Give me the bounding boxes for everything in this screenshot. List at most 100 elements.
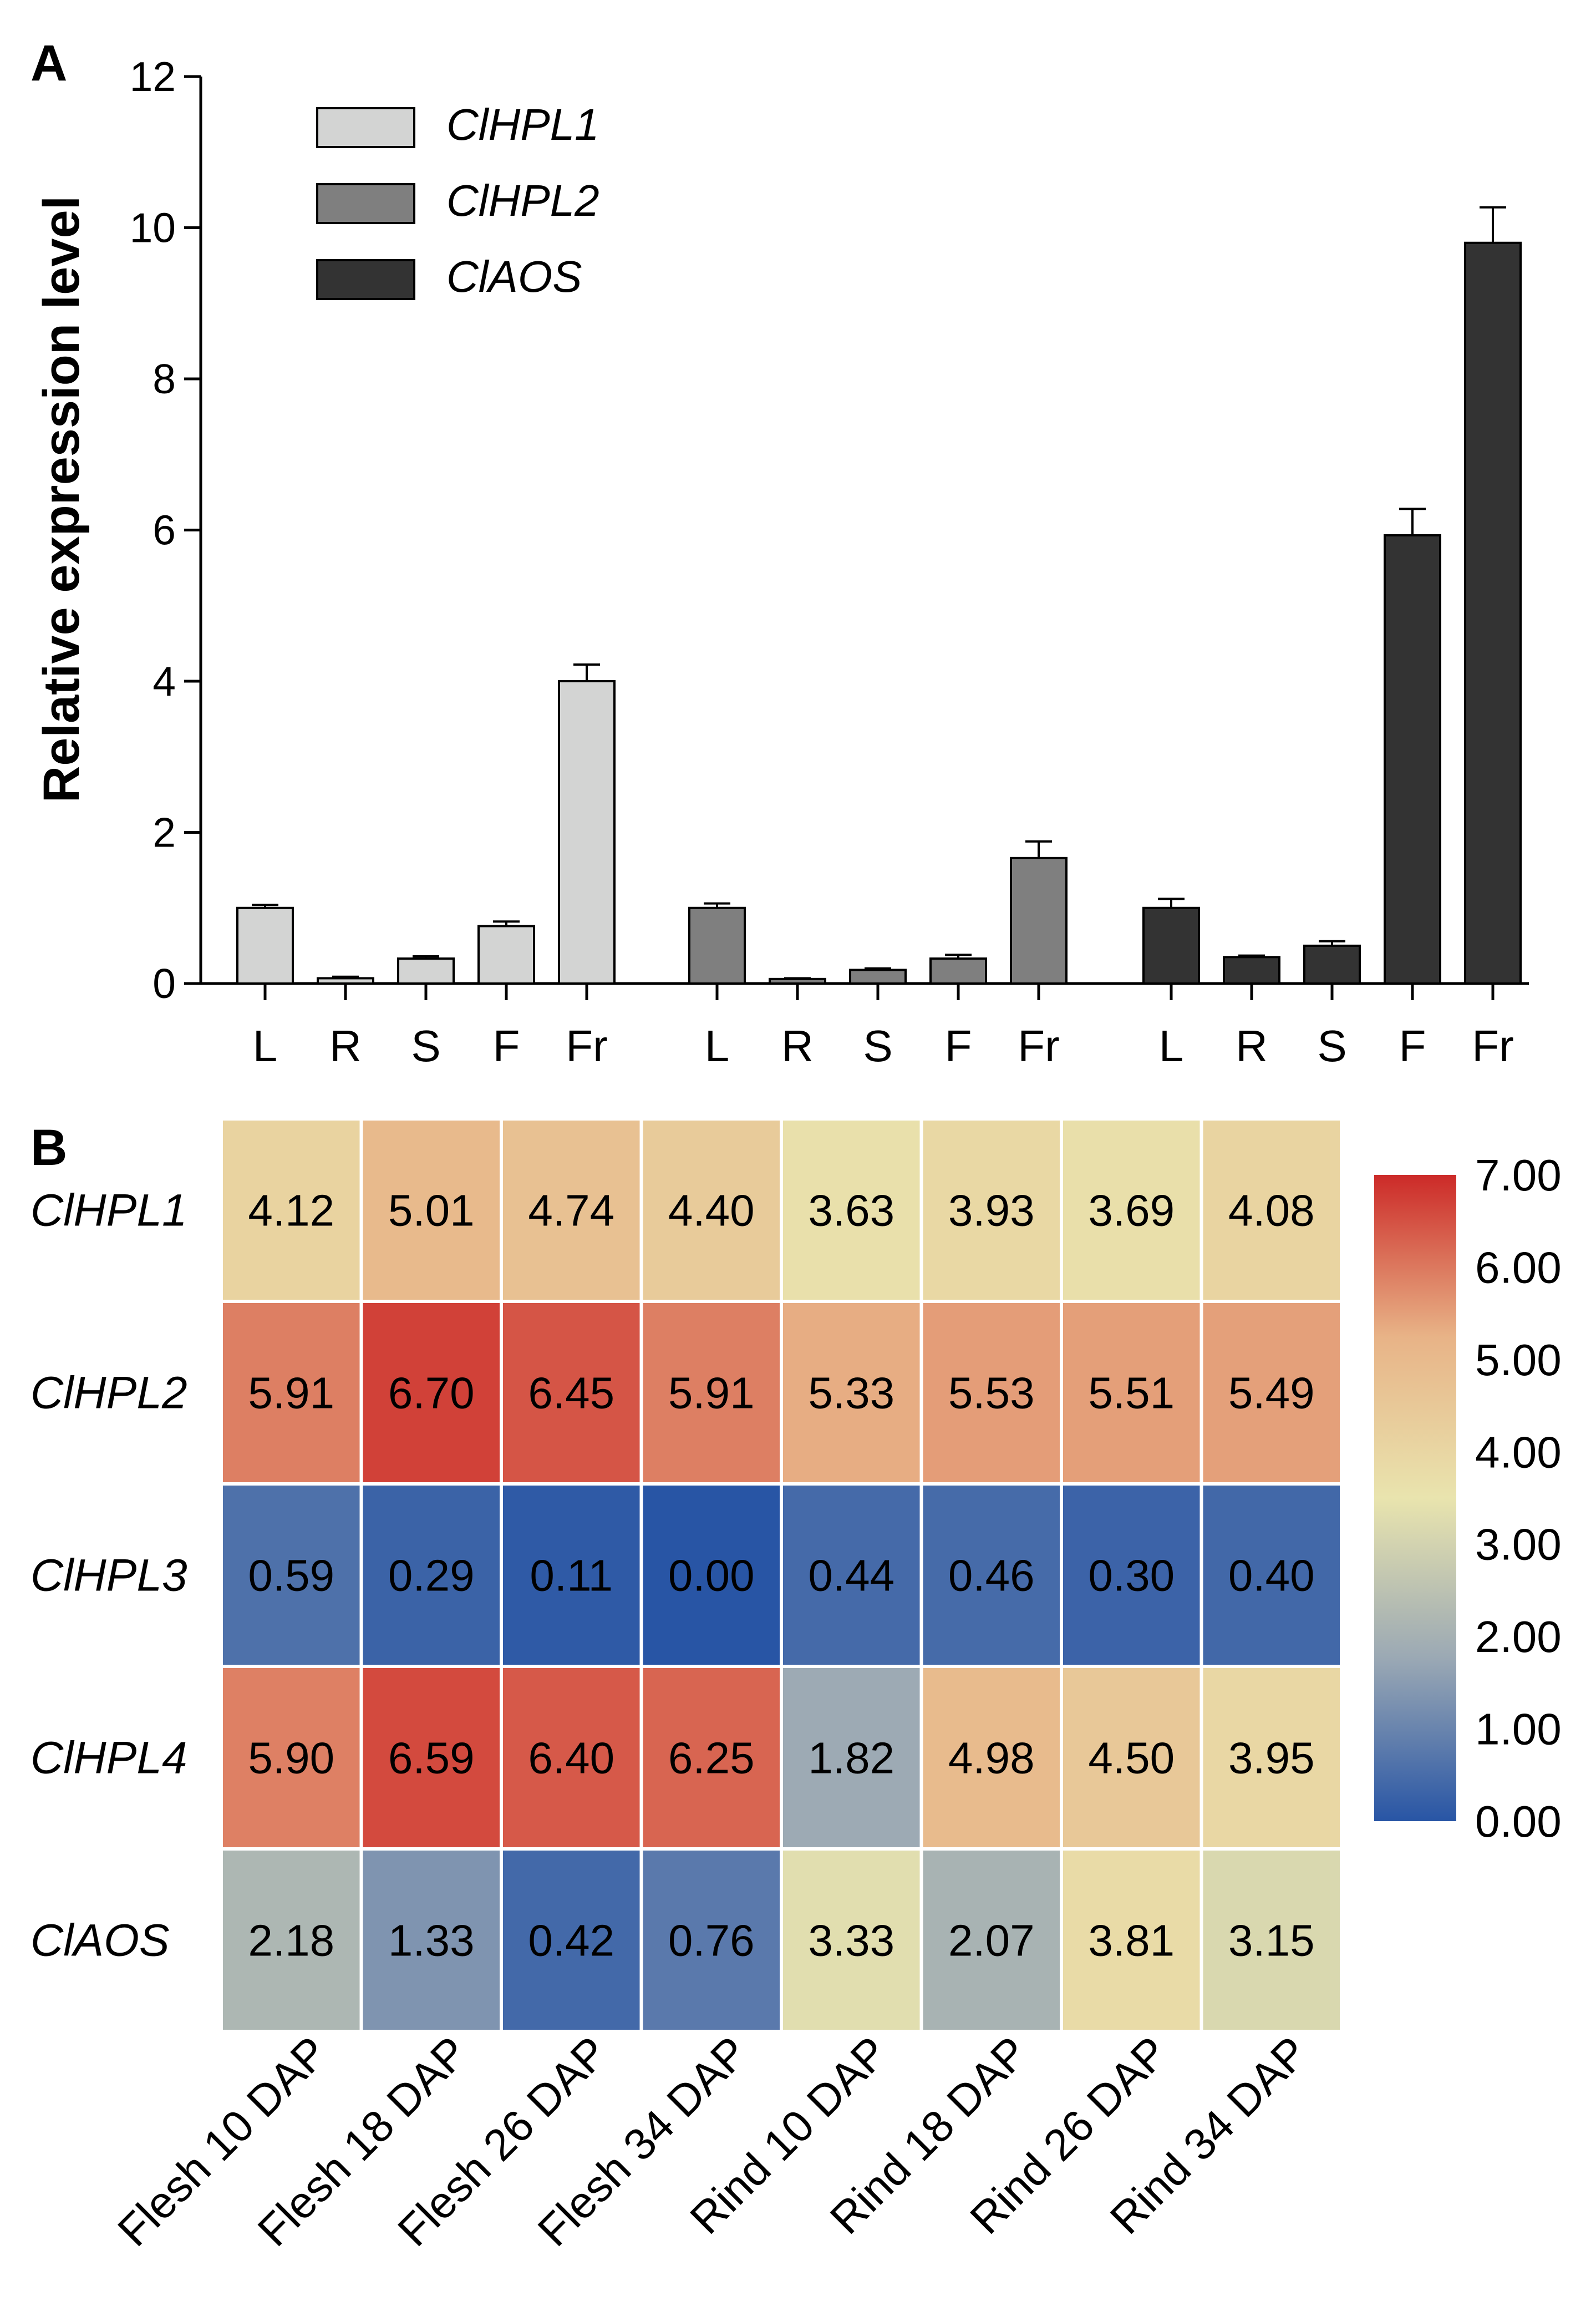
- bar-group: [236, 206, 1522, 985]
- heatmap-value: 6.70: [388, 1369, 475, 1418]
- legend-swatch-claos: [316, 259, 415, 300]
- x-tick-label: Fr: [566, 1021, 608, 1071]
- bar-claos-l: [1142, 906, 1200, 985]
- legend: ClHPL1 ClHPL2 ClAOS: [316, 100, 599, 301]
- heatmap-value: 0.11: [530, 1551, 613, 1600]
- heatmap-cell-claos-rind-34-dap: [1199, 1847, 1343, 2033]
- colorbar-tick-label: 6.00: [1475, 1243, 1562, 1292]
- heatmap-value: 3.33: [808, 1916, 894, 1965]
- heatmap-value: 5.91: [668, 1369, 755, 1418]
- heatmap-value: 2.18: [248, 1916, 334, 1965]
- heatmap-grid: 4.12 5.01 4.74 4.40 3.63 3.93 3.69 4.08 5.91 6.70…: [220, 1117, 1343, 2033]
- heatmap-value: 0.00: [668, 1551, 755, 1600]
- heatmap-panel: B 4.12 5.01 4.74 4.40 3.63 3.93 3.69 4.08 5.91 6.…: [31, 1117, 1562, 2256]
- colorbar: 7.00 6.00 5.00 4.00 3.00 2.00 1.00 0.00: [1374, 1150, 1562, 1846]
- y-axis-label: Relative expression level: [33, 196, 90, 803]
- heatmap-value: 2.07: [948, 1916, 1035, 1965]
- bar-clhpl1-f: [477, 925, 535, 985]
- colorbar-gradient: [1374, 1175, 1456, 1821]
- heatmap-cell-clhpl3-flesh-26-dap: [500, 1482, 643, 1668]
- legend-label-claos: ClAOS: [446, 252, 582, 301]
- bar-clhpl1-l: [236, 906, 294, 985]
- bar-clhpl1-r: [317, 977, 374, 985]
- heatmap-cell-clhpl1-rind-34-dap: [1199, 1117, 1343, 1303]
- panel-b-label: B: [31, 1119, 67, 1176]
- heatmap-value: 6.59: [388, 1734, 475, 1783]
- bar-clhpl2-l: [688, 906, 746, 985]
- heatmap-cell-claos-rind-18-dap: [919, 1847, 1063, 2033]
- heatmap-cell-clhpl3-rind-34-dap: [1199, 1482, 1343, 1668]
- heatmap-cell-clhpl1-flesh-26-dap: [500, 1117, 643, 1303]
- y-tick-label: 8: [153, 356, 176, 402]
- y-tick-label: 2: [153, 809, 176, 856]
- y-tick-label: 10: [130, 205, 176, 251]
- heatmap-cell-clhpl3-rind-26-dap: [1060, 1482, 1203, 1668]
- bar-chart-panel: A Relative expression level 0 2 4 6 8 10 12 L R…: [31, 35, 1529, 1071]
- heatmap-cell-clhpl4-rind-34-dap: [1199, 1665, 1343, 1851]
- heatmap-value: 4.74: [528, 1186, 614, 1235]
- heatmap-cell-clhpl4-flesh-34-dap: [639, 1665, 783, 1851]
- bar-clhpl2-s: [849, 969, 907, 985]
- bar-claos-f: [1384, 534, 1441, 985]
- legend-swatch-clhpl1: [316, 107, 415, 148]
- heatmap-cell-clhpl1-flesh-18-dap: [359, 1117, 503, 1303]
- heatmap-value: 0.30: [1088, 1551, 1175, 1600]
- legend-label-clhpl1: ClHPL1: [446, 100, 599, 149]
- heatmap-value: 5.90: [248, 1734, 334, 1783]
- x-tick-label: S: [1317, 1021, 1346, 1071]
- colorbar-tick-label: 0.00: [1475, 1797, 1562, 1846]
- heatmap-value: 3.69: [1088, 1186, 1175, 1235]
- bar-clhpl2-r: [769, 977, 826, 985]
- colorbar-tick-label: 4.00: [1475, 1427, 1562, 1477]
- colorbar-tick-label: 2.00: [1475, 1612, 1562, 1661]
- colorbar-tick-label: 3.00: [1475, 1520, 1562, 1569]
- heatmap-cell-clhpl4-rind-18-dap: [919, 1665, 1063, 1851]
- heatmap-value: 1.33: [388, 1916, 475, 1965]
- x-tick-label: Fr: [1018, 1021, 1060, 1071]
- colorbar-tick-label: 7.00: [1475, 1150, 1562, 1200]
- bar-clhpl1-s: [397, 957, 455, 985]
- x-tick-label: R: [329, 1021, 362, 1071]
- heatmap-value: 4.08: [1228, 1186, 1315, 1235]
- x-tick-label: L: [253, 1021, 278, 1071]
- x-tick-label: Fr: [1472, 1021, 1514, 1071]
- heatmap-cell-claos-rind-26-dap: [1060, 1847, 1203, 2033]
- heatmap-cell-clhpl3-rind-10-dap: [780, 1482, 923, 1668]
- heatmap-value: 1.82: [808, 1734, 894, 1783]
- row-label-clhpl4: ClHPL4: [31, 1733, 187, 1783]
- heatmap-cell-clhpl3-flesh-18-dap: [359, 1482, 503, 1668]
- x-tick-label: F: [945, 1021, 972, 1071]
- heatmap-value: 5.49: [1228, 1369, 1315, 1418]
- x-tick-label: F: [1399, 1021, 1426, 1071]
- heatmap-cell-clhpl2-flesh-26-dap: [500, 1300, 643, 1486]
- bar-claos-fr: [1464, 241, 1522, 985]
- heatmap-value: 5.01: [388, 1186, 475, 1235]
- heatmap-value: 0.44: [808, 1551, 894, 1600]
- bar-clhpl2-fr: [1010, 856, 1068, 985]
- legend-swatch-clhpl2: [316, 183, 415, 224]
- heatmap-cell-claos-flesh-10-dap: [220, 1847, 363, 2033]
- x-tick-label: L: [1159, 1021, 1184, 1071]
- heatmap-row-labels: ClHPL1 ClHPL2 ClHPL3 ClHPL4 ClAOS: [31, 1185, 187, 1966]
- heatmap-cell-claos-flesh-34-dap: [639, 1847, 783, 2033]
- heatmap-cell-clhpl2-rind-26-dap: [1060, 1300, 1203, 1486]
- heatmap-value: 0.76: [668, 1916, 755, 1965]
- x-tick-label: F: [493, 1021, 520, 1071]
- heatmap-cell-clhpl4-flesh-18-dap: [359, 1665, 503, 1851]
- heatmap-value: 0.40: [1228, 1551, 1315, 1600]
- panel-a-label: A: [31, 35, 67, 92]
- bar-claos-r: [1223, 956, 1280, 985]
- bar-clhpl2-f: [929, 957, 987, 985]
- heatmap-value: 3.93: [948, 1186, 1035, 1235]
- heatmap-value: 5.33: [808, 1369, 894, 1418]
- heatmap-value: 0.42: [528, 1916, 614, 1965]
- heatmap-cell-clhpl4-rind-10-dap: [780, 1665, 923, 1851]
- heatmap-value: 6.25: [668, 1734, 755, 1783]
- heatmap-value: 6.45: [528, 1369, 614, 1418]
- heatmap-value: 3.95: [1228, 1734, 1315, 1783]
- bar-claos-s: [1303, 944, 1361, 985]
- heatmap-cell-clhpl2-flesh-34-dap: [639, 1300, 783, 1486]
- y-axis: 0 2 4 6 8 10 12: [130, 53, 202, 1007]
- heatmap-value: 4.98: [948, 1734, 1035, 1783]
- heatmap-value: 0.29: [388, 1551, 475, 1600]
